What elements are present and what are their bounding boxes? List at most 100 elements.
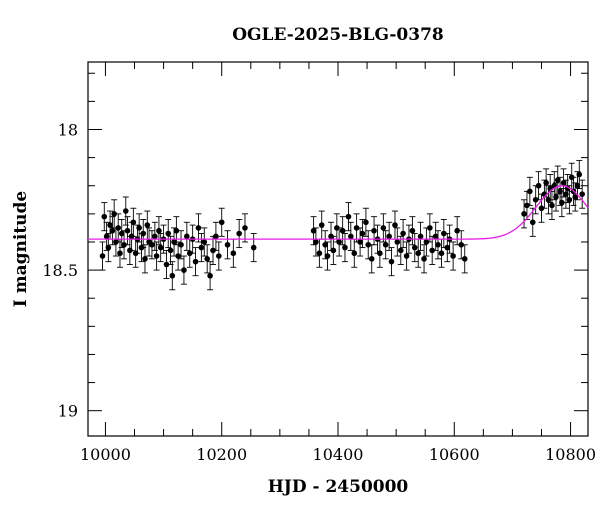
minor-ticks [88, 62, 588, 436]
data-point [124, 227, 131, 234]
data-point [213, 233, 219, 240]
data-point [118, 230, 125, 237]
data-point [458, 241, 465, 248]
data-point [167, 247, 174, 254]
data-point [242, 225, 248, 231]
data-point [201, 239, 208, 245]
y-tick-label: 18.5 [42, 261, 78, 280]
data-point [156, 227, 162, 234]
data-point [138, 244, 145, 251]
data-point [224, 241, 231, 248]
data-point [184, 233, 190, 240]
data-point [195, 225, 202, 231]
data-point [427, 225, 433, 231]
data-point [175, 253, 181, 259]
data-point [357, 239, 363, 245]
data-point [336, 239, 342, 245]
data-point [397, 247, 404, 254]
data-point [310, 227, 317, 234]
data-point [527, 188, 533, 195]
x-tick-label: 10000 [80, 445, 131, 464]
data-point [572, 194, 579, 200]
data-point [549, 202, 555, 209]
data-point [144, 222, 151, 228]
data-point [113, 239, 119, 245]
data-point [532, 196, 539, 203]
data-point [559, 199, 565, 206]
data-point [163, 261, 170, 268]
data-point [444, 244, 451, 251]
data-point [127, 247, 133, 254]
data-point [353, 225, 360, 231]
data-point [417, 233, 424, 240]
chart-title: OGLE-2025-BLG-0378 [232, 25, 444, 45]
model-curve [88, 185, 589, 240]
data-point [563, 191, 569, 197]
x-tick-label: 10200 [196, 445, 247, 464]
data-point [218, 219, 225, 226]
data-point [382, 241, 389, 248]
data-point [576, 171, 583, 178]
data-point [351, 250, 358, 257]
data-point [574, 182, 581, 189]
data-point [328, 233, 334, 240]
data-point [538, 205, 545, 212]
data-point [411, 244, 418, 251]
data-point [117, 250, 123, 257]
data-points [99, 171, 585, 279]
data-point [318, 222, 325, 228]
data-point [122, 208, 129, 214]
data-point [103, 233, 110, 240]
data-point [415, 250, 422, 257]
data-point [132, 250, 139, 257]
data-point [371, 227, 377, 234]
data-point [207, 272, 213, 279]
data-point [204, 256, 210, 262]
data-point [128, 233, 135, 240]
data-point [347, 233, 354, 240]
data-point [409, 227, 416, 234]
data-point [99, 253, 106, 259]
data-point [359, 230, 366, 237]
major-ticks [88, 62, 588, 436]
data-point [236, 230, 242, 237]
data-point [579, 191, 585, 197]
data-point [438, 250, 445, 257]
x-tick-label: 10800 [545, 445, 596, 464]
y-axis-label: I magnitude [11, 191, 31, 308]
data-point [535, 182, 542, 189]
data-point [173, 227, 180, 234]
data-point [392, 222, 398, 228]
data-point [529, 219, 536, 226]
data-point [198, 244, 205, 251]
data-point [377, 250, 383, 257]
data-point [171, 239, 177, 245]
y-tick-labels: 18 18.5 19 [42, 120, 78, 420]
data-point [363, 219, 369, 226]
x-axis-label: HJD - 2450000 [268, 477, 409, 497]
data-point [153, 253, 160, 259]
data-point [130, 219, 137, 226]
y-tick-label: 18 [58, 120, 78, 139]
data-point [324, 253, 331, 259]
data-point [380, 225, 387, 231]
data-point [461, 256, 468, 262]
data-point [566, 196, 573, 203]
data-point [454, 227, 460, 234]
x-tick-label: 10600 [429, 445, 480, 464]
data-point [322, 241, 329, 248]
data-point [342, 244, 348, 251]
data-point [111, 211, 117, 217]
y-tick-label: 19 [58, 402, 78, 421]
data-point [140, 230, 147, 237]
data-point [115, 225, 122, 231]
data-point [109, 227, 116, 234]
data-point [450, 253, 456, 259]
data-point [210, 247, 216, 254]
data-point [152, 233, 158, 240]
data-point [368, 256, 375, 262]
data-point [330, 247, 337, 254]
data-point [230, 250, 237, 257]
data-point [178, 241, 184, 248]
data-point [107, 222, 113, 228]
